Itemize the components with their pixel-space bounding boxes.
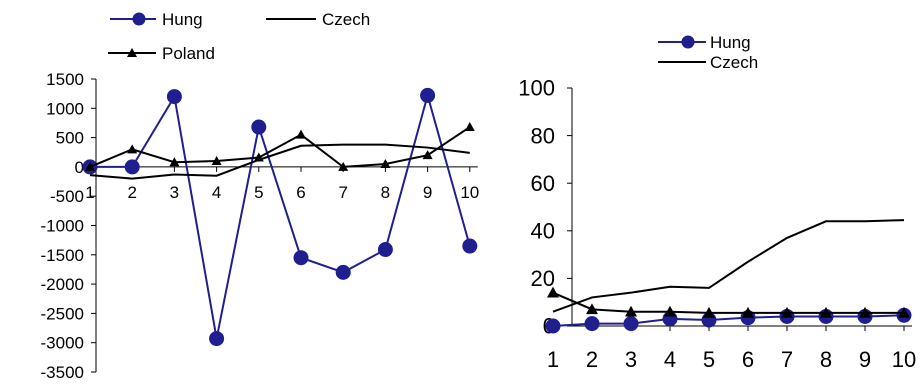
series-czech (89, 143, 470, 180)
right-chart: 10080604020012345678910HungCzech (518, 33, 916, 372)
y-tick-label: -1000 (41, 216, 84, 235)
data-point (296, 129, 306, 139)
legend-label: Czech (322, 10, 370, 29)
data-point (547, 286, 559, 298)
data-point (166, 89, 182, 105)
legend-entry: Czech (658, 53, 758, 72)
legend-label: Poland (162, 44, 215, 63)
x-tick-label: 3 (170, 183, 179, 202)
x-tick-label: 9 (859, 347, 871, 372)
y-tick-label: -500 (50, 187, 84, 206)
data-point (898, 306, 910, 318)
data-point (169, 157, 180, 167)
x-tick-label: 5 (703, 347, 715, 372)
series-line (89, 143, 470, 180)
y-tick-label: 500 (56, 129, 84, 148)
y-tick-label: 80 (531, 123, 555, 148)
data-point (422, 150, 433, 160)
y-tick-label: -3000 (41, 334, 84, 353)
data-point (127, 144, 138, 154)
data-point (664, 305, 676, 317)
x-tick-label: 4 (664, 347, 676, 372)
x-tick-label: 5 (254, 183, 263, 202)
legend-label: Czech (710, 53, 758, 72)
y-tick-label: -2000 (41, 275, 84, 294)
series-line (552, 314, 905, 327)
y-tick-label: -3500 (41, 363, 84, 382)
series-line (89, 126, 471, 168)
x-tick-label: 8 (820, 347, 832, 372)
x-tick-label: 3 (625, 347, 637, 372)
x-tick-label: 1 (547, 347, 559, 372)
y-tick-label: 1500 (46, 70, 84, 89)
data-point (420, 87, 436, 103)
series-line (90, 91, 471, 339)
data-point (335, 264, 351, 280)
data-point (211, 156, 222, 166)
series-czech (552, 219, 905, 313)
x-tick-label: 1 (85, 183, 94, 202)
series-line (552, 219, 905, 313)
data-point (820, 306, 832, 318)
x-tick-label: 4 (212, 183, 221, 202)
x-tick-label: 7 (338, 183, 347, 202)
data-point (462, 238, 478, 254)
y-tick-label: 60 (531, 171, 555, 196)
data-point (209, 331, 225, 347)
legend-entry: Hung (658, 33, 751, 52)
x-tick-label: 2 (127, 183, 136, 202)
data-point (293, 250, 309, 266)
x-tick-label: 10 (460, 183, 479, 202)
x-tick-label: 10 (892, 347, 916, 372)
y-tick-label: -1500 (41, 246, 84, 265)
data-point (703, 306, 715, 318)
data-point (584, 316, 600, 332)
y-tick-label: -2500 (41, 304, 84, 323)
series-line (552, 291, 904, 314)
data-point (377, 242, 393, 258)
data-point (625, 305, 637, 317)
data-point (251, 119, 267, 135)
data-point (85, 161, 95, 171)
legend-marker (127, 48, 137, 57)
data-point (586, 303, 598, 315)
legend-label: Hung (710, 33, 751, 52)
data-point (464, 122, 475, 132)
series-hung (82, 87, 478, 347)
data-point (253, 152, 264, 162)
legend-marker (132, 12, 146, 26)
y-tick-label: 1000 (46, 99, 84, 118)
x-tick-label: 7 (781, 347, 793, 372)
series-poland (85, 122, 475, 171)
legend-marker (681, 35, 695, 49)
data-point (380, 158, 391, 168)
data-point (623, 316, 639, 332)
legend-label: Hung (162, 10, 203, 29)
x-tick-label: 9 (423, 183, 432, 202)
legend-entry: Hung (110, 10, 203, 29)
x-tick-label: 2 (586, 347, 598, 372)
x-tick-label: 8 (381, 183, 390, 202)
y-tick-label: 100 (518, 76, 555, 101)
data-point (545, 318, 561, 334)
y-tick-label: 20 (531, 266, 555, 291)
y-tick-label: 40 (531, 219, 555, 244)
legend-entry: Poland (108, 44, 215, 63)
left-chart: 1500 1000 500 0 -500 -1000 -1500 -2000 -2500 -300… (41, 10, 480, 382)
data-point (859, 306, 871, 318)
data-point (338, 161, 349, 171)
data-point (742, 306, 754, 318)
y-tick-label: 0 (75, 158, 84, 177)
data-point (781, 306, 793, 318)
data-point (124, 159, 140, 175)
x-tick-label: 6 (296, 183, 305, 202)
series-unnamed (547, 286, 910, 318)
legend-entry: Czech (266, 10, 370, 29)
x-tick-label: 6 (742, 347, 754, 372)
